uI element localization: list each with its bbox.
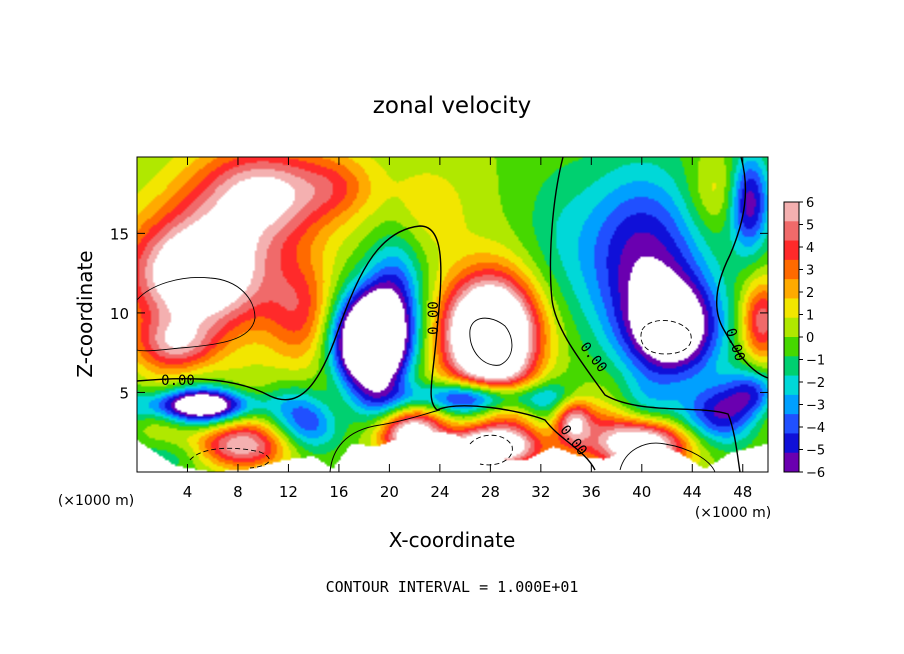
colorbar-swatch	[784, 240, 799, 261]
velocity-field	[137, 157, 768, 472]
colorbar-label: 1	[806, 309, 814, 324]
colorbar-swatch	[784, 298, 799, 319]
colorbar-swatch	[784, 279, 799, 299]
colorbar-swatch	[784, 259, 799, 280]
chart-title: zonal velocity	[373, 93, 531, 119]
colorbar-label: −2	[806, 376, 825, 391]
plot-frame	[136, 156, 769, 473]
x-axis-unit-right: (×1000 m)	[695, 505, 771, 521]
x-tick-label: 32	[531, 483, 550, 501]
colorbar-label: −3	[806, 399, 825, 414]
y-tick-label: 10	[110, 305, 129, 323]
x-tick-label: 20	[380, 483, 399, 501]
contour-negative-bottom-left	[189, 447, 270, 469]
contour-negative-right	[640, 320, 692, 355]
colorbar-label: 0	[806, 331, 814, 346]
x-tick-label: 36	[582, 483, 601, 501]
colorbar-swatch	[784, 414, 799, 434]
x-tick-label: 44	[683, 483, 702, 501]
contour-zero-right	[715, 156, 769, 379]
contour-zero-left	[136, 225, 596, 471]
x-tick-label: 24	[430, 483, 449, 501]
colorbar-swatch	[784, 433, 799, 454]
contour-lines	[136, 156, 769, 473]
contour-positive-center	[469, 317, 513, 366]
y-axis-label: Z-coordinate	[73, 250, 97, 377]
contour-positive-left	[136, 277, 256, 352]
x-tick-label: 16	[329, 483, 348, 501]
colorbar-swatch	[784, 221, 799, 242]
x-axis-ticks: 4 8 12 16 20 24 28 32 36 40 44 48	[183, 157, 752, 501]
colorbar-swatch	[784, 202, 799, 222]
x-axis-label: X-coordinate	[389, 528, 516, 552]
contour-interval-note: CONTOUR INTERVAL = 1.000E+01	[326, 578, 579, 596]
velocity-field-image	[137, 157, 768, 472]
colorbar-label: 3	[806, 264, 814, 279]
colorbar-label: −1	[806, 354, 825, 369]
contour-positive-bottom-right	[619, 442, 716, 473]
x-axis-unit-left: (×1000 m)	[58, 493, 134, 509]
colorbar-swatch	[784, 452, 799, 473]
x-tick-label: 8	[233, 483, 243, 501]
contour-lower-left	[329, 409, 441, 473]
colorbar: 6 5 4 3 2 1 0 −1 −2 −3 −4 −5 −6	[783, 196, 825, 481]
contour-zero-center	[549, 156, 741, 473]
contour-label: 0.00	[161, 373, 195, 389]
colorbar-swatch	[784, 356, 799, 377]
colorbar-swatch	[784, 394, 799, 415]
x-tick-label: 48	[733, 483, 752, 501]
y-tick-label: 5	[119, 384, 129, 402]
x-tick-label: 40	[632, 483, 651, 501]
contour-label: 0.00	[426, 301, 442, 335]
y-tick-label: 15	[110, 225, 129, 243]
colorbar-label: −6	[806, 466, 825, 481]
colorbar-label: 2	[806, 286, 814, 301]
colorbar-label: 6	[806, 196, 814, 211]
x-tick-label: 4	[183, 483, 193, 501]
x-tick-label: 28	[481, 483, 500, 501]
colorbar-swatch	[784, 337, 799, 357]
x-tick-label: 12	[279, 483, 298, 501]
colorbar-label: −5	[806, 444, 825, 459]
contour-negative-bottom-center	[469, 434, 513, 466]
colorbar-label: 4	[806, 241, 814, 256]
colorbar-swatch	[784, 317, 799, 338]
colorbar-label: 5	[806, 219, 814, 234]
colorbar-swatch	[784, 375, 799, 396]
y-axis-ticks: 5 10 15	[110, 225, 768, 402]
colorbar-label: −4	[806, 421, 825, 436]
